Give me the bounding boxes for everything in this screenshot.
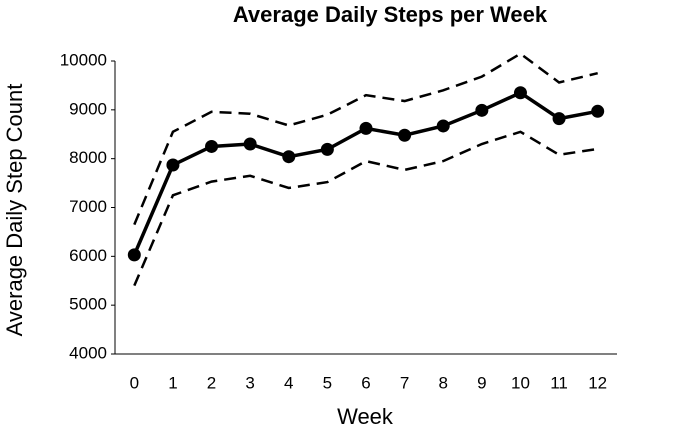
- y-tick-label: 8000: [69, 148, 107, 167]
- x-axis-label: Week: [337, 404, 394, 429]
- point: [436, 119, 450, 133]
- y-tick-label: 7000: [69, 197, 107, 216]
- y-axis-label: Average Daily Step Count: [2, 84, 27, 337]
- x-tick-label: 9: [477, 373, 486, 392]
- point: [243, 137, 257, 151]
- point: [552, 112, 566, 126]
- x-tick-label: 11: [550, 373, 568, 392]
- x-tick-label: 6: [361, 373, 370, 392]
- point: [398, 128, 412, 142]
- point: [205, 139, 219, 153]
- y-tick-label: 6000: [69, 246, 107, 265]
- point: [359, 121, 373, 135]
- y-tick-label: 5000: [69, 295, 107, 314]
- x-tick-label: 12: [588, 373, 607, 392]
- x-tick-label: 10: [511, 373, 530, 392]
- y-tick-label: 4000: [69, 343, 107, 362]
- y-tick-label: 9000: [69, 99, 107, 118]
- chart-title: Average Daily Steps per Week: [233, 2, 548, 27]
- x-tick-label: 7: [400, 373, 409, 392]
- line: [133, 52, 598, 226]
- x-tick-label: 0: [130, 373, 139, 392]
- point: [475, 103, 489, 117]
- point: [282, 150, 296, 164]
- point: [166, 158, 180, 172]
- x-tick-label: 2: [207, 373, 216, 392]
- x-tick-label: 8: [438, 373, 447, 392]
- x-tick-label: 3: [245, 373, 254, 392]
- x-tick-label: 5: [323, 373, 332, 392]
- point: [591, 104, 605, 118]
- x-tick-label: 4: [284, 373, 293, 392]
- point: [513, 86, 527, 100]
- point: [320, 142, 334, 156]
- line: [133, 130, 598, 287]
- y-tick-label: 10000: [60, 50, 107, 69]
- point: [127, 248, 141, 262]
- x-tick-label: 1: [168, 373, 177, 392]
